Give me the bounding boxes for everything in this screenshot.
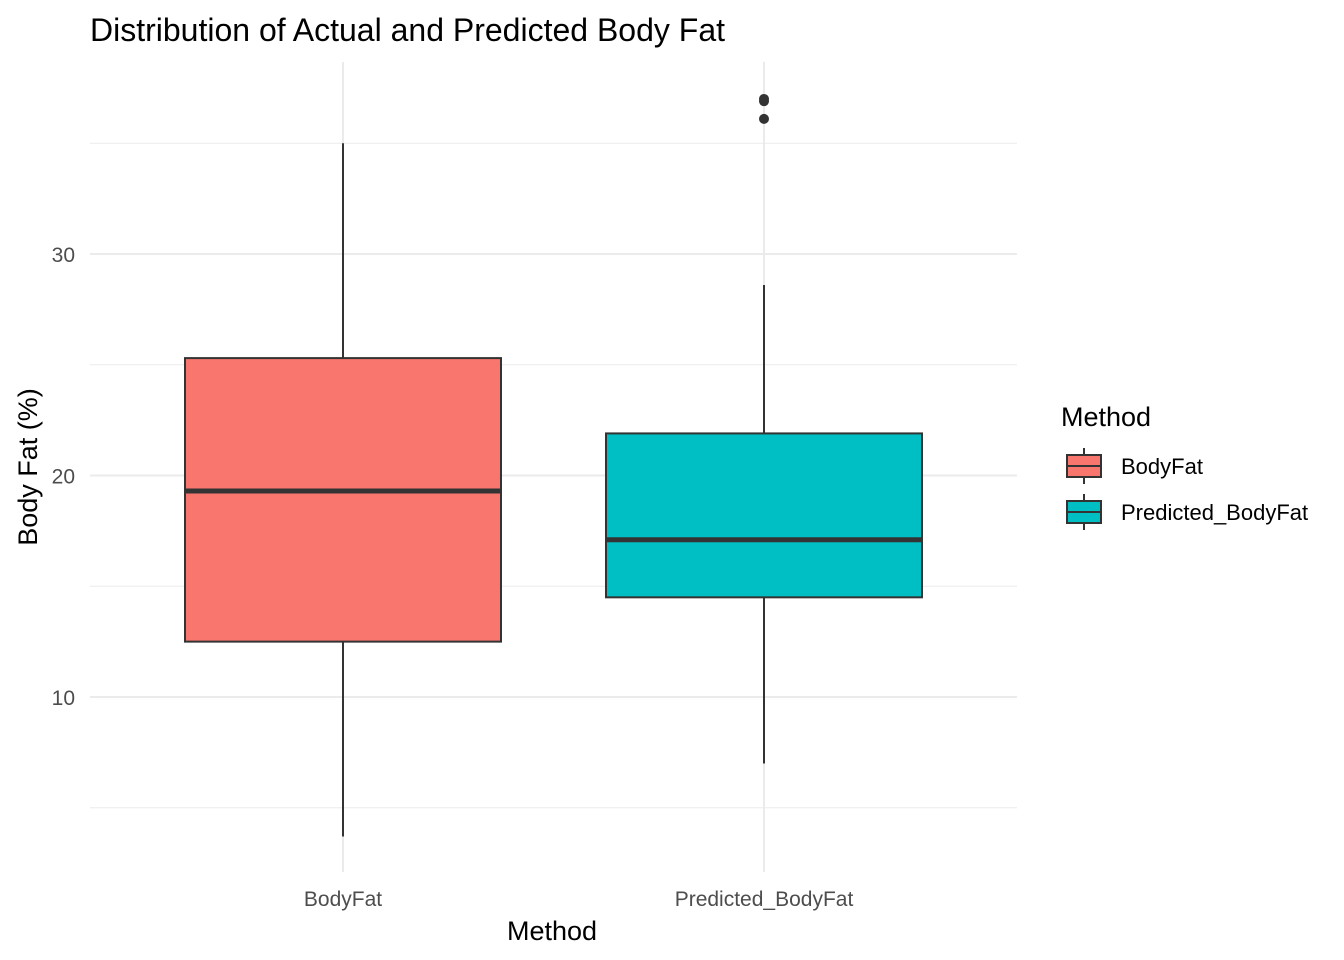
box-bodyfat [184, 143, 502, 837]
outlier-point [759, 93, 769, 104]
legend-title: Method [1061, 402, 1151, 432]
y-tick-label: 10 [52, 687, 75, 710]
legend-label: BodyFat [1121, 454, 1203, 479]
iqr-box [184, 357, 502, 643]
x-axis: BodyFat Predicted_BodyFat [304, 888, 854, 911]
plot-area [184, 93, 923, 837]
x-tick-label: BodyFat [304, 888, 382, 911]
outlier-point [759, 113, 769, 124]
y-axis: 10 20 30 [52, 244, 75, 710]
chart-title: Distribution of Actual and Predicted Bod… [90, 12, 725, 48]
x-axis-title: Method [507, 916, 597, 946]
legend: Method BodyFat Predicted_BodyFat [1061, 402, 1308, 530]
legend-item-predicted-bodyfat: Predicted_BodyFat [1066, 494, 1308, 530]
y-tick-label: 20 [52, 466, 75, 489]
y-tick-label: 30 [52, 244, 75, 267]
legend-label: Predicted_BodyFat [1121, 500, 1308, 525]
box-predicted-bodyfat [605, 93, 923, 764]
x-tick-label: Predicted_BodyFat [675, 888, 854, 911]
iqr-box [605, 432, 923, 599]
y-axis-title: Body Fat (%) [13, 388, 43, 546]
legend-item-bodyfat: BodyFat [1066, 448, 1203, 484]
